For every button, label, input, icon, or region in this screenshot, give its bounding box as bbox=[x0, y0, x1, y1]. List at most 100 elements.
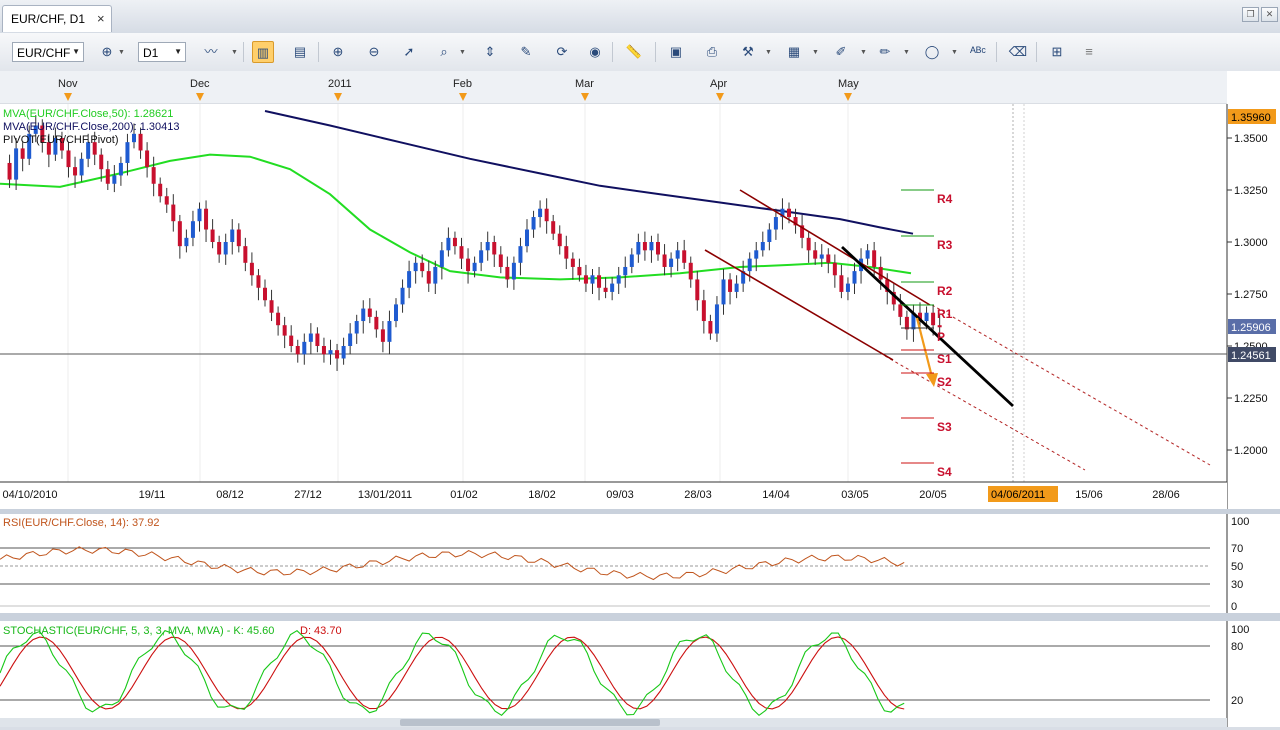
print-icon[interactable]: ⎙ bbox=[706, 44, 718, 59]
overflow-icon[interactable]: ≡ bbox=[1085, 44, 1093, 59]
chevron-down-icon[interactable]: ▼ bbox=[459, 49, 466, 56]
chevron-down-icon[interactable]: ▼ bbox=[231, 49, 238, 56]
trend-line[interactable] bbox=[841, 245, 1014, 408]
candles-icon[interactable]: ▥ bbox=[252, 41, 274, 63]
candle-body bbox=[675, 250, 680, 259]
date-tick-label: 13/01/2011 bbox=[358, 489, 412, 501]
pivot-level-label: S1 bbox=[937, 352, 952, 366]
candle-body bbox=[708, 321, 713, 334]
symbol-select[interactable]: EUR/CHF ▼ bbox=[12, 42, 84, 62]
month-marker-icon bbox=[459, 93, 467, 101]
zoom-in-icon[interactable]: ⊕ bbox=[332, 44, 344, 59]
date-tick-label: 27/12 bbox=[294, 489, 322, 501]
candle-body bbox=[328, 350, 333, 355]
candle-body bbox=[918, 312, 922, 322]
zoom-out-icon[interactable]: ⊖ bbox=[368, 44, 380, 59]
candle-body bbox=[190, 221, 195, 238]
candle-body bbox=[263, 287, 267, 301]
image-icon[interactable]: ▣ bbox=[669, 44, 683, 59]
candle-body bbox=[714, 304, 719, 334]
candle-body bbox=[321, 346, 326, 355]
candle-body bbox=[210, 229, 215, 242]
timeframe-select[interactable]: D1 ▼ bbox=[138, 42, 186, 62]
window-tab-bar: EUR/CHF, D1 × ❐ ✕ bbox=[0, 0, 1280, 34]
magnifier-icon[interactable]: ⌕ bbox=[440, 44, 448, 59]
candle-body bbox=[741, 271, 746, 284]
candle-body bbox=[197, 208, 202, 222]
rsi-tick-label: 50 bbox=[1231, 561, 1243, 573]
candle-body bbox=[400, 287, 405, 305]
date-tick-label: 09/03 bbox=[606, 489, 634, 501]
candle-body bbox=[793, 217, 798, 226]
high-price-flag-text: 1.35960 bbox=[1231, 112, 1271, 124]
candle-body bbox=[452, 237, 457, 247]
pencil-icon[interactable]: ✐ bbox=[835, 44, 847, 59]
stoch-tick-label: 80 bbox=[1231, 641, 1243, 653]
cursor-icon[interactable]: ➚ bbox=[403, 44, 415, 59]
tools-icon[interactable]: ⚒ bbox=[742, 44, 754, 59]
tree-icon[interactable]: ⊞ bbox=[1051, 44, 1063, 59]
rsi-tick-label: 100 bbox=[1231, 516, 1249, 528]
chevron-down-icon[interactable]: ▼ bbox=[812, 49, 819, 56]
pivot-level-label: R1 bbox=[937, 307, 953, 321]
candle-body bbox=[583, 275, 588, 284]
ellipse-icon[interactable]: ◯ bbox=[924, 44, 940, 59]
tab-close-icon[interactable]: × bbox=[97, 11, 105, 26]
candle-body bbox=[649, 242, 654, 251]
text-icon[interactable]: ▤ bbox=[293, 44, 307, 59]
candle-body bbox=[734, 283, 739, 292]
chevron-down-icon[interactable]: ▼ bbox=[903, 49, 910, 56]
candle-body bbox=[118, 162, 123, 176]
toolbar-separator bbox=[996, 42, 997, 62]
level-price-flag bbox=[1228, 347, 1276, 362]
candle-body bbox=[695, 279, 700, 301]
chevron-down-icon[interactable]: ▼ bbox=[860, 49, 867, 56]
fit-icon[interactable]: ⇕ bbox=[484, 44, 496, 59]
crosshair-icon[interactable]: ⊕ bbox=[101, 44, 113, 59]
candle-body bbox=[898, 304, 903, 317]
restore-window-icon[interactable]: ❐ bbox=[1242, 7, 1259, 22]
toolbar-separator bbox=[612, 42, 613, 62]
eraser-icon[interactable]: ⌫ bbox=[1008, 44, 1028, 59]
candle-body bbox=[171, 204, 176, 222]
price-tick-label: 1.3250 bbox=[1234, 185, 1268, 197]
refresh-icon[interactable]: ⟳ bbox=[556, 44, 568, 59]
brush-icon[interactable]: ✏ bbox=[879, 44, 891, 59]
candle-body bbox=[302, 341, 307, 355]
price-plot[interactable] bbox=[0, 104, 1227, 482]
stoch-k-series bbox=[0, 630, 905, 717]
abc-icon[interactable]: ᴬᴮᶜ bbox=[970, 44, 986, 59]
panel-splitter[interactable] bbox=[0, 509, 1280, 514]
toolbar-separator bbox=[243, 42, 244, 62]
close-window-icon[interactable]: ✕ bbox=[1261, 7, 1278, 22]
chevron-down-icon: ▼ bbox=[174, 47, 182, 56]
current-price-flag bbox=[1228, 319, 1276, 334]
ruler-icon[interactable]: 📏 bbox=[625, 44, 643, 59]
chevron-down-icon[interactable]: ▼ bbox=[951, 49, 958, 56]
horizontal-scrollbar-thumb[interactable] bbox=[400, 719, 660, 726]
date-tick-label: 18/02 bbox=[528, 489, 556, 501]
chevron-down-icon[interactable]: ▼ bbox=[118, 49, 125, 56]
panel-splitter[interactable] bbox=[0, 613, 1280, 621]
month-header-strip bbox=[0, 71, 1227, 104]
bars-icon[interactable]: 〰 bbox=[204, 44, 218, 59]
candle-body bbox=[839, 275, 844, 292]
candle-body bbox=[295, 346, 300, 355]
globe-icon[interactable]: ◉ bbox=[589, 44, 601, 59]
candle-body bbox=[865, 250, 870, 259]
chevron-down-icon[interactable]: ▼ bbox=[765, 49, 772, 56]
candle-body bbox=[767, 229, 772, 242]
channel-lower-line bbox=[704, 249, 894, 361]
stoch-d-series bbox=[0, 636, 905, 710]
candle-body bbox=[99, 154, 104, 170]
candle-body bbox=[924, 312, 929, 322]
edit-icon[interactable]: ✎ bbox=[520, 44, 532, 59]
chart-area[interactable]: Nov Dec 2011 Feb Mar Apr May R4 R3 R2 R1 P S1 S2 S3 S4… bbox=[0, 71, 1280, 727]
candle-body bbox=[819, 254, 824, 259]
chart-tab[interactable]: EUR/CHF, D1 × bbox=[2, 5, 112, 32]
candle-body bbox=[354, 321, 359, 334]
layout-icon[interactable]: ▦ bbox=[787, 44, 801, 59]
price-tick-label: 1.2000 bbox=[1234, 445, 1268, 457]
date-tick-label: 04/10/2010 bbox=[2, 489, 57, 501]
candle-body bbox=[151, 167, 156, 184]
